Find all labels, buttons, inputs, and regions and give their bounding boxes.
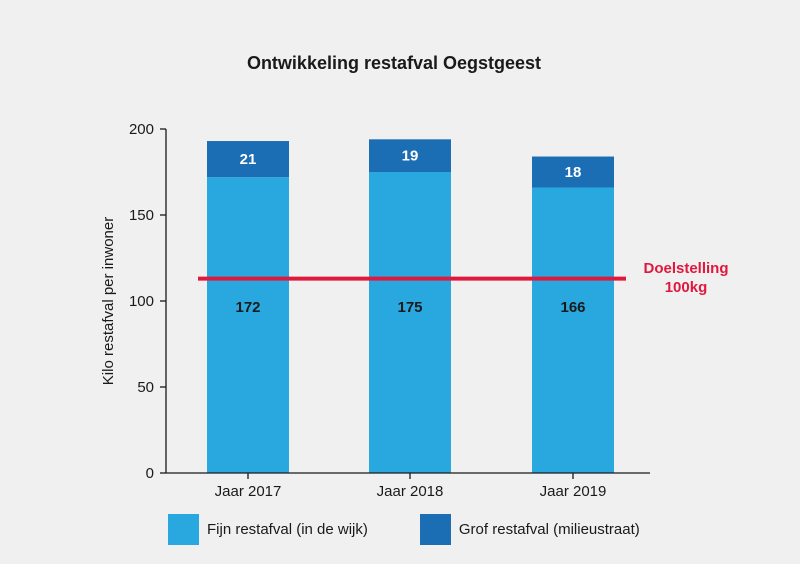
bar-segment-fijn-1 (207, 177, 289, 473)
y-tick-label: 200 (129, 121, 154, 138)
target-label-line1: Doelstelling (643, 260, 728, 277)
y-axis-label: Kilo restafval per inwoner (100, 217, 117, 385)
legend-label-grof: Grof restafval (milieustraat) (458, 521, 640, 538)
y-tick-label: 0 (146, 465, 154, 482)
legend-item-fijn: Fijn restafval (in de wijk) (168, 514, 368, 545)
bar-segment-fijn-3 (532, 187, 614, 474)
target-label-line2: 100kg (665, 279, 708, 296)
legend: Fijn restafval (in de wijk) Grof restafv… (168, 514, 692, 545)
data-label-fijn-2: 175 (397, 299, 422, 316)
legend-item-grof: Grof restafval (milieustraat) (419, 514, 640, 545)
legend-swatch-grof (419, 514, 451, 545)
x-tick-label: Jaar 2019 (540, 483, 607, 500)
y-tick-label: 100 (129, 293, 154, 310)
bar-segment-grof-3 (532, 156, 614, 188)
data-label-grof-1: 21 (240, 151, 257, 168)
x-tick-label: Jaar 2017 (215, 483, 282, 500)
data-label-grof-3: 18 (565, 164, 582, 181)
y-tick-label: 50 (137, 379, 154, 396)
data-label-grof-2: 19 (402, 148, 419, 165)
chart-title: Ontwikkeling restafval Oegstgeest (247, 53, 541, 73)
bar-segment-fijn-2 (369, 172, 451, 473)
bar-segment-grof-2 (369, 139, 451, 172)
bar-segment-grof-1 (207, 141, 289, 178)
legend-label-fijn: Fijn restafval (in de wijk) (207, 521, 368, 538)
data-label-fijn-3: 166 (560, 299, 585, 316)
y-tick-label: 150 (129, 207, 154, 224)
legend-swatch-fijn (168, 514, 199, 545)
x-tick-label: Jaar 2018 (377, 483, 444, 500)
data-label-fijn-1: 172 (235, 299, 260, 316)
